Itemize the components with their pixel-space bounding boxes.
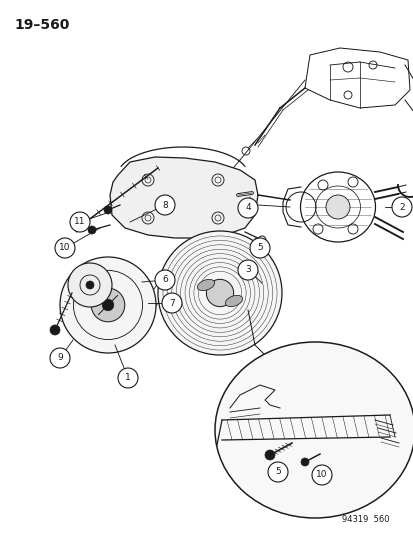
Circle shape — [264, 450, 274, 460]
Text: 2: 2 — [398, 203, 404, 212]
Circle shape — [50, 348, 70, 368]
Text: 19–560: 19–560 — [14, 18, 69, 32]
Text: 9: 9 — [57, 353, 63, 362]
Circle shape — [161, 293, 182, 313]
Circle shape — [311, 465, 331, 485]
Circle shape — [55, 238, 75, 258]
Text: 6: 6 — [162, 276, 167, 285]
Text: 5: 5 — [275, 467, 280, 477]
Circle shape — [154, 270, 175, 290]
Circle shape — [104, 206, 112, 214]
Circle shape — [60, 257, 156, 353]
Circle shape — [325, 195, 349, 219]
Text: 3: 3 — [244, 265, 250, 274]
Circle shape — [300, 458, 308, 466]
Circle shape — [73, 223, 81, 231]
Circle shape — [68, 263, 112, 307]
Text: 10: 10 — [59, 244, 71, 253]
Text: 94319  560: 94319 560 — [342, 515, 389, 524]
Circle shape — [237, 260, 257, 280]
Circle shape — [249, 238, 269, 258]
Ellipse shape — [214, 342, 413, 518]
Text: 7: 7 — [169, 298, 174, 308]
Circle shape — [237, 198, 257, 218]
Ellipse shape — [197, 279, 214, 290]
Text: 1: 1 — [125, 374, 131, 383]
Polygon shape — [110, 157, 257, 238]
Circle shape — [391, 197, 411, 217]
Text: 5: 5 — [256, 244, 262, 253]
Text: 10: 10 — [316, 471, 327, 480]
Circle shape — [50, 325, 60, 335]
Circle shape — [88, 226, 96, 234]
Circle shape — [267, 462, 287, 482]
Text: 11: 11 — [74, 217, 85, 227]
Circle shape — [70, 212, 90, 232]
Circle shape — [91, 288, 124, 322]
Text: 4: 4 — [244, 204, 250, 213]
Circle shape — [154, 195, 175, 215]
Circle shape — [102, 299, 114, 311]
Circle shape — [206, 279, 233, 306]
Ellipse shape — [225, 295, 242, 306]
Text: 8: 8 — [162, 200, 167, 209]
Circle shape — [118, 368, 138, 388]
Circle shape — [158, 231, 281, 355]
Circle shape — [86, 281, 94, 289]
